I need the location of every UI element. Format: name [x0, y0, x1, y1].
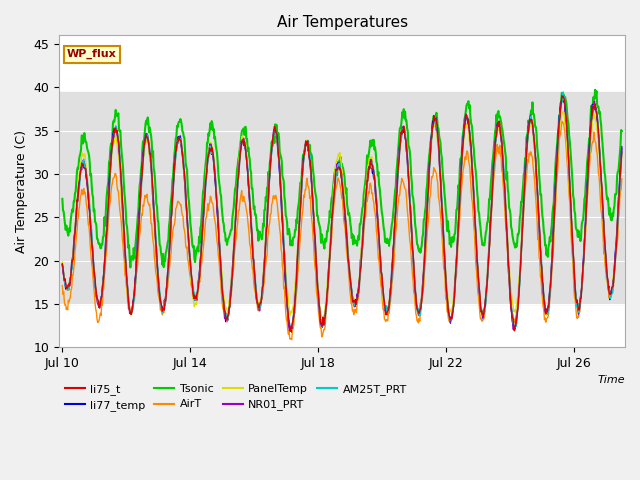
- Text: WP_flux: WP_flux: [67, 49, 117, 59]
- X-axis label: Time: Time: [597, 375, 625, 385]
- Legend: li75_t, li77_temp, Tsonic, AirT, PanelTemp, NR01_PRT, AM25T_PRT: li75_t, li77_temp, Tsonic, AirT, PanelTe…: [65, 384, 407, 411]
- Bar: [59, 92, 625, 304]
- Y-axis label: Air Temperature (C): Air Temperature (C): [15, 130, 28, 253]
- Title: Air Temperatures: Air Temperatures: [276, 15, 408, 30]
